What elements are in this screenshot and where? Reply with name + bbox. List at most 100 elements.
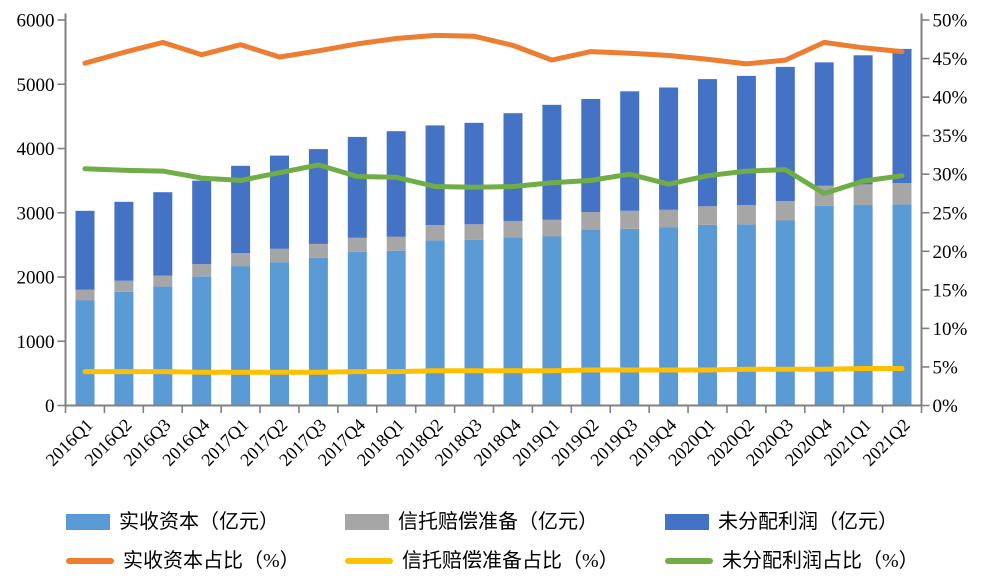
bar-segment-undistributed-profit — [231, 165, 251, 254]
y-axis-right-label: 40% — [933, 88, 968, 109]
y-axis-right-label: 30% — [933, 165, 968, 186]
bar-segment-trust-compensation-reserve — [192, 264, 212, 277]
legend-item-trust-compensation-reserve-ratio: 信托赔偿准备占比（%） — [345, 550, 619, 572]
bar-segment-undistributed-profit — [153, 192, 173, 276]
bar-segment-undistributed-profit — [270, 155, 289, 249]
bar-segment-trust-compensation-reserve — [464, 224, 484, 240]
legend-label-paid-in-capital: 实收资本（亿元） — [119, 511, 279, 533]
bar-segment-undistributed-profit — [892, 48, 912, 184]
legend-swatch-undistributed-profit-ratio — [665, 558, 713, 564]
bar-segment-trust-compensation-reserve — [620, 210, 640, 229]
bar-segment-undistributed-profit — [114, 201, 134, 281]
bar-segment-undistributed-profit — [581, 99, 601, 213]
bar-segment-trust-compensation-reserve — [270, 248, 289, 263]
bar-segment-paid-in-capital — [386, 250, 406, 406]
y-axis-left-label: 1000 — [17, 332, 55, 353]
line-trust-compensation-reserve-ratio — [82, 366, 905, 375]
line-paid-in-capital-ratio — [82, 32, 905, 67]
y-axis-right-label: 35% — [933, 126, 968, 147]
y-axis-right-label: 45% — [933, 49, 968, 70]
bar-segment-trust-compensation-reserve — [736, 205, 756, 225]
bar-segment-paid-in-capital — [503, 237, 523, 406]
legend-label-undistributed-profit-ratio: 未分配利润占比（%） — [722, 550, 919, 572]
bar-segment-trust-compensation-reserve — [581, 212, 601, 230]
bar-segment-paid-in-capital — [347, 251, 367, 406]
legend-label-trust-compensation-reserve: 信托赔偿准备（亿元） — [398, 511, 598, 533]
y-axis-left-label: 6000 — [17, 11, 55, 32]
y-axis-right-label: 0% — [933, 396, 959, 417]
y-axis-right-label: 50% — [933, 11, 968, 32]
legend-swatch-paid-in-capital — [66, 514, 110, 530]
bar-segment-trust-compensation-reserve — [659, 209, 679, 228]
bar-segment-paid-in-capital — [75, 300, 95, 406]
legend-item-trust-compensation-reserve: 信托赔偿准备（亿元） — [345, 511, 598, 533]
y-axis-right-label: 5% — [933, 357, 959, 378]
y-axis-left-label: 3000 — [17, 203, 55, 224]
bar-segment-trust-compensation-reserve — [542, 219, 562, 237]
y-axis-left-label: 2000 — [17, 268, 55, 289]
bar-segment-trust-compensation-reserve — [775, 201, 795, 221]
y-axis-left-label: 4000 — [17, 139, 55, 160]
bar-segment-trust-compensation-reserve — [347, 237, 367, 252]
bar-segment-paid-in-capital — [698, 225, 717, 406]
bar-segment-paid-in-capital — [775, 220, 795, 406]
legend-item-paid-in-capital-ratio: 实收资本占比（%） — [66, 550, 300, 572]
bar-segment-paid-in-capital — [153, 286, 173, 406]
bar-segment-trust-compensation-reserve — [853, 184, 873, 206]
bar-segment-undistributed-profit — [425, 125, 445, 225]
bar-segment-trust-compensation-reserve — [503, 221, 523, 238]
legend-item-undistributed-profit-ratio: 未分配利润占比（%） — [665, 550, 919, 572]
bar-segment-undistributed-profit — [503, 113, 523, 222]
legend-swatch-trust-compensation-reserve-ratio — [345, 558, 393, 564]
bar-segment-undistributed-profit — [542, 104, 562, 220]
bar-segment-paid-in-capital — [464, 239, 484, 406]
bar-segment-paid-in-capital — [308, 257, 328, 406]
legend-label-trust-compensation-reserve-ratio: 信托赔偿准备占比（%） — [402, 550, 619, 572]
bar-segment-undistributed-profit — [347, 136, 367, 238]
legend-item-paid-in-capital: 实收资本（亿元） — [66, 511, 279, 533]
bar-segment-undistributed-profit — [853, 55, 873, 185]
bar-segment-trust-compensation-reserve — [308, 243, 328, 258]
bar-segment-trust-compensation-reserve — [386, 236, 406, 251]
y-axis-left-label: 0 — [45, 396, 55, 417]
bar-segment-paid-in-capital — [736, 224, 756, 406]
bar-segment-trust-compensation-reserve — [425, 225, 445, 241]
line-undistributed-profit-ratio — [82, 162, 905, 196]
bar-segment-undistributed-profit — [386, 131, 406, 237]
y-axis-left-label: 5000 — [17, 75, 55, 96]
bar-segment-trust-compensation-reserve — [892, 183, 912, 205]
y-axis-right-label: 20% — [933, 242, 968, 263]
legend-swatch-paid-in-capital-ratio — [66, 558, 114, 564]
legend-label-paid-in-capital-ratio: 实收资本占比（%） — [123, 550, 300, 572]
bar-segment-trust-compensation-reserve — [75, 289, 95, 301]
bar-segment-paid-in-capital — [581, 229, 601, 406]
y-axis-right-label: 15% — [933, 280, 968, 301]
bar-segment-paid-in-capital — [892, 204, 912, 406]
bar-segment-paid-in-capital — [659, 227, 679, 406]
y-axis-right-label: 10% — [933, 319, 968, 340]
bar-segment-undistributed-profit — [464, 122, 484, 225]
y-axis-right-label: 25% — [933, 203, 968, 224]
bar-segment-trust-compensation-reserve — [698, 206, 717, 225]
bar-segment-paid-in-capital — [853, 205, 873, 406]
bar-segment-undistributed-profit — [620, 91, 640, 211]
bar-segment-undistributed-profit — [192, 180, 212, 265]
bar-segment-paid-in-capital — [620, 228, 640, 406]
bar-segment-undistributed-profit — [308, 149, 328, 244]
bar-segment-paid-in-capital — [270, 262, 289, 406]
bar-segment-trust-compensation-reserve — [231, 253, 251, 266]
bar-segment-undistributed-profit — [814, 62, 834, 186]
bar-segment-paid-in-capital — [425, 240, 445, 406]
legend-label-undistributed-profit: 未分配利润（亿元） — [718, 511, 898, 533]
legend-swatch-trust-compensation-reserve — [345, 514, 389, 530]
bar-segment-paid-in-capital — [114, 291, 134, 406]
bar-segment-undistributed-profit — [75, 210, 95, 290]
combo-chart-plot: 0 1000 2000 3000 4000 5000 6000 0% 5% 10% 15% 20% 25… — [17, 11, 968, 470]
bar-segment-trust-compensation-reserve — [114, 280, 134, 292]
bar-segment-paid-in-capital — [814, 205, 834, 406]
bar-segment-paid-in-capital — [542, 236, 562, 406]
bar-segment-trust-compensation-reserve — [153, 275, 173, 287]
legend-swatch-undistributed-profit — [665, 514, 709, 530]
